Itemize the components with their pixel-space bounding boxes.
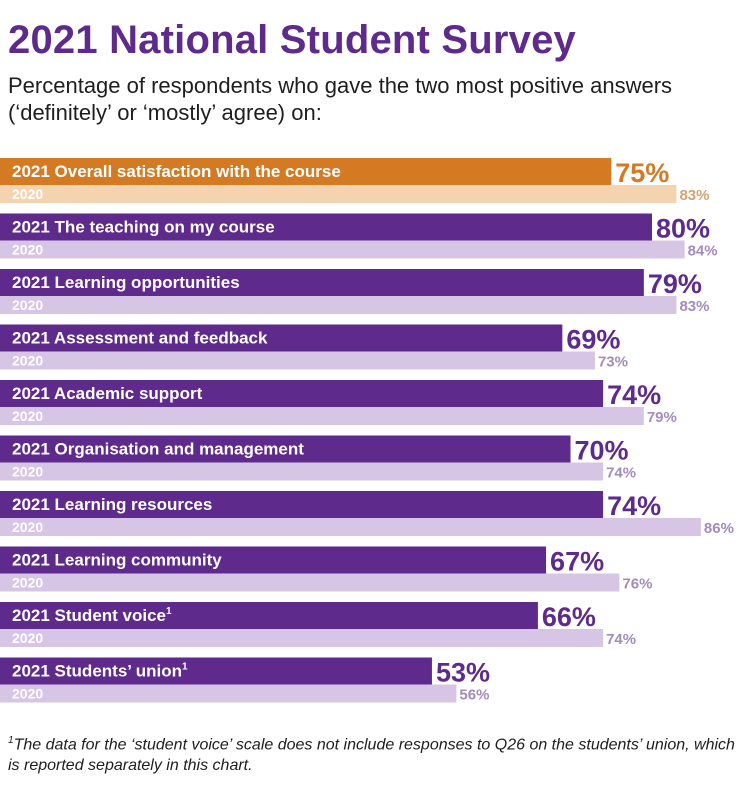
series-year-label: 2021 bbox=[12, 218, 55, 237]
bar-2021 bbox=[0, 380, 604, 407]
bar-label-2021: 2021 Academic support bbox=[12, 384, 203, 403]
chart-subtitle: Percentage of respondents who gave the t… bbox=[8, 73, 673, 125]
bar-label-2020: 2020 bbox=[12, 575, 43, 591]
bar-label-2020: 2020 bbox=[12, 408, 43, 424]
bar-label-2021: 2021 Assessment and feedback bbox=[12, 329, 268, 348]
value-label-2021: 69% bbox=[566, 325, 620, 355]
value-label-2020: 74% bbox=[606, 465, 636, 482]
series-year-label: 2021 bbox=[12, 162, 55, 181]
category-label: Students’ union bbox=[55, 662, 183, 681]
bar-label-2021: 2021 Overall satisfaction with the cours… bbox=[12, 162, 341, 181]
series-year-label: 2021 bbox=[12, 551, 55, 570]
survey-bar-chart: 2021 Overall satisfaction with the cours… bbox=[0, 158, 734, 704]
bar-label-2021: 2021 Organisation and management bbox=[12, 440, 304, 459]
series-year-label: 2021 bbox=[12, 273, 55, 292]
footnote-text: The data for the ‘student voice’ scale d… bbox=[8, 736, 735, 775]
value-label-2020: 84% bbox=[688, 243, 718, 260]
category-label: Overall satisfaction with the course bbox=[55, 162, 341, 181]
bar-label-2021: 2021 Student voice1 bbox=[12, 606, 172, 625]
value-label-2020: 83% bbox=[679, 298, 709, 315]
bar-label-2021: 2021 The teaching on my course bbox=[12, 218, 275, 237]
series-year-label: 2021 bbox=[12, 662, 55, 681]
bar-label-2020: 2020 bbox=[12, 630, 43, 646]
bar-2020 bbox=[0, 296, 677, 314]
bar-label-2020: 2020 bbox=[12, 464, 43, 480]
series-year-label: 2021 bbox=[12, 329, 54, 348]
bar-2020 bbox=[0, 185, 677, 203]
series-year-label: 2021 bbox=[12, 495, 55, 514]
bar-2021 bbox=[0, 324, 563, 352]
bar-2021 bbox=[0, 602, 538, 629]
value-label-2020: 74% bbox=[606, 631, 636, 648]
value-label-2021: 70% bbox=[575, 436, 629, 466]
bar-2021 bbox=[0, 158, 612, 185]
bar-2020 bbox=[0, 407, 644, 425]
bar-label-2021: 2021 Learning resources bbox=[12, 495, 212, 514]
category-label: Learning resources bbox=[55, 495, 213, 514]
bar-label-2021: 2021 Learning opportunities bbox=[12, 273, 240, 292]
bar-2020 bbox=[0, 573, 620, 592]
bar-label-2020: 2020 bbox=[12, 186, 43, 202]
bar-2020 bbox=[0, 351, 595, 370]
footnote-mark: 1 bbox=[182, 662, 188, 673]
bar-label-2020: 2020 bbox=[12, 519, 43, 535]
value-label-2020: 56% bbox=[459, 687, 489, 704]
bar-2021 bbox=[0, 269, 644, 296]
category-label: Student voice bbox=[55, 606, 166, 625]
series-year-label: 2021 bbox=[12, 606, 55, 625]
bar-2020 bbox=[0, 518, 701, 536]
value-label-2021: 66% bbox=[542, 602, 596, 632]
bar-2021 bbox=[0, 213, 652, 241]
series-year-label: 2021 bbox=[12, 384, 54, 403]
footnote-marker: 1 bbox=[8, 735, 14, 746]
value-label-2020: 86% bbox=[704, 520, 734, 537]
value-label-2021: 74% bbox=[607, 380, 661, 410]
category-label: Academic support bbox=[54, 384, 203, 403]
bar-label-2020: 2020 bbox=[12, 686, 43, 702]
category-label: Organisation and management bbox=[55, 440, 305, 459]
bar-label-2020: 2020 bbox=[12, 297, 43, 313]
value-label-2021: 53% bbox=[436, 658, 490, 688]
bar-label-2020: 2020 bbox=[12, 242, 43, 258]
footnote-mark: 1 bbox=[166, 606, 172, 617]
bar-2020 bbox=[0, 629, 604, 647]
value-label-2021: 80% bbox=[656, 214, 710, 244]
value-label-2021: 67% bbox=[550, 547, 604, 577]
bar-2021 bbox=[0, 657, 432, 685]
category-label: Learning opportunities bbox=[55, 273, 240, 292]
bar-2020 bbox=[0, 684, 457, 703]
series-year-label: 2021 bbox=[12, 440, 55, 459]
footnote: 1The data for the ‘student voice’ scale … bbox=[8, 730, 743, 776]
bar-2020 bbox=[0, 462, 604, 481]
value-label-2020: 76% bbox=[622, 576, 652, 593]
bar-2021 bbox=[0, 435, 571, 463]
bar-2021 bbox=[0, 491, 604, 518]
value-label-2020: 83% bbox=[679, 187, 709, 204]
category-label: The teaching on my course bbox=[55, 218, 275, 237]
bar-label-2021: 2021 Students’ union1 bbox=[12, 662, 188, 681]
category-label: Learning community bbox=[55, 551, 223, 570]
bar-2021 bbox=[0, 546, 547, 574]
chart-title: 2021 National Student Survey bbox=[8, 18, 577, 62]
value-label-2020: 73% bbox=[598, 354, 628, 371]
bar-2020 bbox=[0, 240, 685, 259]
value-label-2020: 79% bbox=[647, 409, 677, 426]
category-label: Assessment and feedback bbox=[54, 329, 268, 348]
bar-label-2021: 2021 Learning community bbox=[12, 551, 222, 570]
value-label-2021: 79% bbox=[648, 269, 702, 299]
value-label-2021: 75% bbox=[615, 158, 669, 188]
value-label-2021: 74% bbox=[607, 491, 661, 521]
bar-label-2020: 2020 bbox=[12, 353, 43, 369]
